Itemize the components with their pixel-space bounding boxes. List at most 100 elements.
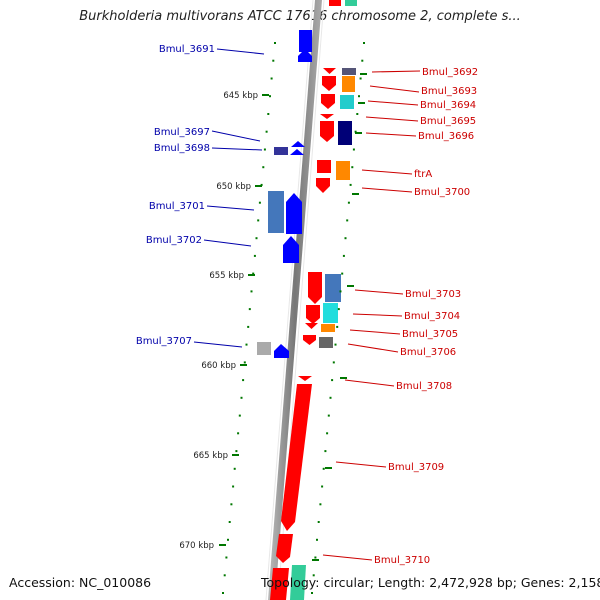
label-Bmul_3693[interactable]: Bmul_3693	[421, 86, 477, 97]
gene-Bmul_3691-tail[interactable]	[298, 49, 312, 62]
label-ftrA[interactable]: ftrA	[414, 169, 432, 180]
kbp-tick-labels: 645 kbp 650 kbp 655 kbp 660 kbp 665 kbp …	[179, 91, 258, 551]
label-Bmul_3709[interactable]: Bmul_3709	[388, 462, 444, 473]
forward-guide-dot	[347, 201, 350, 204]
label-Bmul_3707[interactable]: Bmul_3707	[136, 336, 192, 347]
forward-guide-dot	[356, 113, 359, 115]
label-leader-line	[322, 554, 373, 561]
forward-guide-dot	[342, 254, 345, 257]
gene-Bmul_3705[interactable]	[305, 323, 318, 329]
reverse-guide-dot	[237, 432, 240, 435]
gene-Bmul_3707[interactable]	[274, 344, 289, 358]
gene-Bmul_3705-b[interactable]	[321, 324, 335, 332]
forward-guide-dot	[311, 592, 313, 594]
gene-Bmul_3698[interactable]	[274, 147, 288, 155]
gene-ftrA[interactable]	[317, 160, 331, 173]
label-Bmul_3692[interactable]: Bmul_3692	[422, 67, 478, 78]
gene-Bmul_3693[interactable]	[322, 76, 336, 91]
gene-top-partial[interactable]	[329, 0, 341, 6]
forward-guide-dot	[337, 308, 340, 311]
gene-bottom-partial[interactable]	[270, 568, 289, 600]
gene-Bmul_3710[interactable]	[276, 534, 293, 563]
label-Bmul_3691[interactable]: Bmul_3691	[159, 44, 215, 55]
label-Bmul_3696[interactable]: Bmul_3696	[418, 131, 474, 142]
forward-guide-dot	[324, 450, 327, 453]
gene-Bmul_3694-b[interactable]	[340, 95, 354, 109]
kbp-ticks	[219, 94, 269, 546]
gene-Bmul_3706-b[interactable]	[319, 337, 333, 348]
label-Bmul_3694[interactable]: Bmul_3694	[420, 100, 476, 111]
label-leader-line	[367, 100, 419, 106]
reverse-guide-dot	[257, 219, 260, 222]
gene-Bmul_3701[interactable]	[286, 193, 302, 234]
reverse-guide-dot	[230, 503, 233, 506]
reverse-guide-dot	[272, 59, 275, 62]
gene-Bmul_3696[interactable]	[320, 121, 334, 142]
chromosome-backbone	[268, 0, 322, 600]
gene-Bmul_3702[interactable]	[283, 236, 299, 263]
gene-Bmul_3709[interactable]	[281, 384, 312, 531]
gene-Bmul_3691[interactable]	[299, 30, 312, 52]
gene-Bmul_3694[interactable]	[321, 94, 335, 109]
reverse-guide-dot	[262, 166, 265, 169]
label-Bmul_3701[interactable]: Bmul_3701	[149, 201, 205, 212]
gene-Bmul_3696-b[interactable]	[338, 121, 352, 145]
reverse-guide-dot	[238, 414, 241, 417]
tick-label-665: 665 kbp	[193, 451, 228, 461]
label-Bmul_3703[interactable]: Bmul_3703	[405, 289, 461, 300]
forward-guide-dot	[314, 556, 317, 559]
label-Bmul_3706[interactable]: Bmul_3706	[400, 347, 456, 358]
gene-Bmul_3701-dup[interactable]	[268, 191, 284, 233]
reverse-guide-dot	[274, 42, 276, 44]
gene-ftrA-b[interactable]	[336, 161, 350, 180]
label-Bmul_3698[interactable]: Bmul_3698	[154, 143, 210, 154]
reverse-guide-dot	[252, 272, 255, 275]
reverse-guide-dot	[225, 556, 228, 559]
label-Bmul_3705[interactable]: Bmul_3705	[402, 329, 458, 340]
gene-Bmul_3708[interactable]	[298, 376, 312, 381]
gene-Bmul_3704[interactable]	[306, 305, 320, 324]
reverse-strand-genes	[257, 30, 312, 358]
label-Bmul_3695[interactable]: Bmul_3695	[420, 116, 476, 127]
label-Bmul_3700[interactable]: Bmul_3700	[414, 187, 470, 198]
gene-Bmul_3692-b[interactable]	[342, 68, 356, 75]
gene-bottom-partial-b[interactable]	[290, 565, 306, 600]
sequence-title: Burkholderia multivorans ATCC 17616 chro…	[79, 9, 521, 24]
gene-Bmul_3695[interactable]	[320, 114, 334, 119]
reverse-guide-dot	[232, 485, 235, 488]
forward-guide-dot	[316, 538, 318, 541]
label-leader-line	[203, 239, 252, 247]
forward-guide-dot	[317, 521, 320, 523]
gene-Bmul_3706[interactable]	[303, 335, 316, 345]
reverse-guide-dot	[260, 183, 263, 186]
forward-guide-dot	[341, 272, 344, 275]
gene-Bmul_3707-dup[interactable]	[257, 342, 271, 355]
reverse-guide-dot	[233, 467, 236, 470]
reverse-track-edge	[265, 0, 314, 600]
reverse-guide-dot	[228, 521, 231, 523]
gene-Bmul_3698b[interactable]	[290, 149, 304, 155]
label-Bmul_3710[interactable]: Bmul_3710	[374, 555, 430, 566]
label-Bmul_3702[interactable]: Bmul_3702	[146, 235, 202, 246]
gene-Bmul_3693-b[interactable]	[342, 76, 355, 92]
label-leader-line	[211, 147, 263, 151]
gene-Bmul_3703[interactable]	[308, 272, 322, 304]
forward-guide-dot	[346, 219, 349, 222]
gene-Bmul_3704-b[interactable]	[323, 303, 338, 323]
label-leader-line	[365, 132, 417, 137]
reverse-gene-labels: Bmul_3691 Bmul_3697 Bmul_3698 Bmul_3701 …	[136, 44, 215, 347]
label-leader-line	[371, 70, 421, 73]
gene-Bmul_3697[interactable]	[291, 141, 305, 147]
label-leader-line	[206, 205, 255, 211]
reverse-guide-dot	[223, 574, 226, 577]
gene-Bmul_3700[interactable]	[316, 178, 330, 193]
label-Bmul_3704[interactable]: Bmul_3704	[404, 311, 460, 322]
label-Bmul_3697[interactable]: Bmul_3697	[154, 127, 210, 138]
label-leader-line	[211, 130, 261, 142]
forward-guide-dot	[322, 467, 325, 470]
label-Bmul_3708[interactable]: Bmul_3708	[396, 381, 452, 392]
gene-Bmul_3703-b[interactable]	[325, 274, 341, 302]
gene-Bmul_3692[interactable]	[323, 68, 336, 74]
gene-top-partial-b[interactable]	[345, 0, 357, 6]
